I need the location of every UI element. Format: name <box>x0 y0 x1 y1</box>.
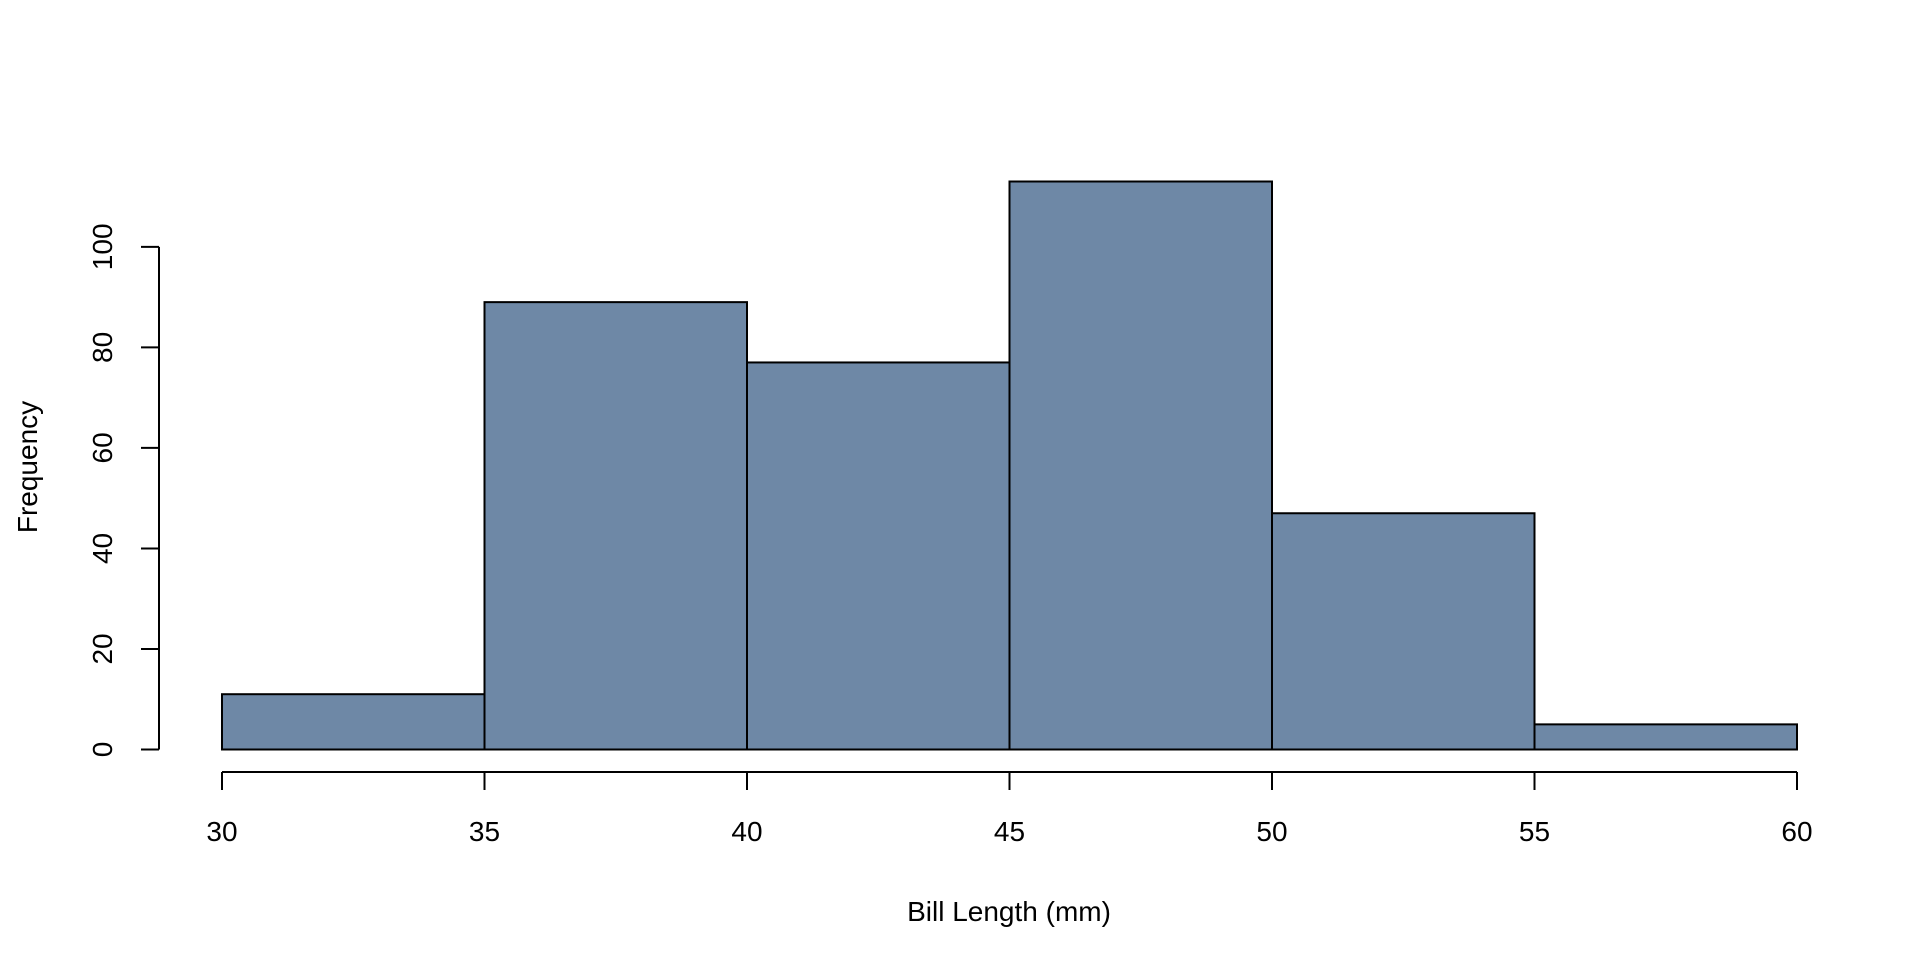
x-tick-label: 35 <box>469 816 500 847</box>
x-tick-label: 50 <box>1256 816 1287 847</box>
x-tick-label: 55 <box>1519 816 1550 847</box>
x-tick-label: 40 <box>731 816 762 847</box>
y-axis-title: Frequency <box>12 401 43 533</box>
y-tick-label: 20 <box>87 633 118 664</box>
x-tick-label: 45 <box>994 816 1025 847</box>
y-tick-label: 40 <box>87 533 118 564</box>
y-tick-label: 0 <box>87 742 118 758</box>
histogram-bar-3 <box>746 361 1011 751</box>
histogram-bar-4 <box>1008 180 1273 751</box>
x-axis-title: Bill Length (mm) <box>907 896 1111 927</box>
y-tick-label: 80 <box>87 332 118 363</box>
histogram-bar-6 <box>1533 723 1798 751</box>
y-tick-label: 60 <box>87 432 118 463</box>
histogram-bar-2 <box>483 301 748 751</box>
x-axis: 30 35 40 45 50 55 60 <box>206 771 1813 847</box>
y-tick-label: 100 <box>87 223 118 270</box>
x-tick-label: 30 <box>206 816 237 847</box>
y-axis: 0 20 40 60 80 100 <box>87 223 160 758</box>
x-tick-label: 60 <box>1781 816 1812 847</box>
bars-layer <box>221 180 1798 751</box>
histogram-bar-5 <box>1271 512 1536 751</box>
histogram-bar-1 <box>221 693 486 751</box>
